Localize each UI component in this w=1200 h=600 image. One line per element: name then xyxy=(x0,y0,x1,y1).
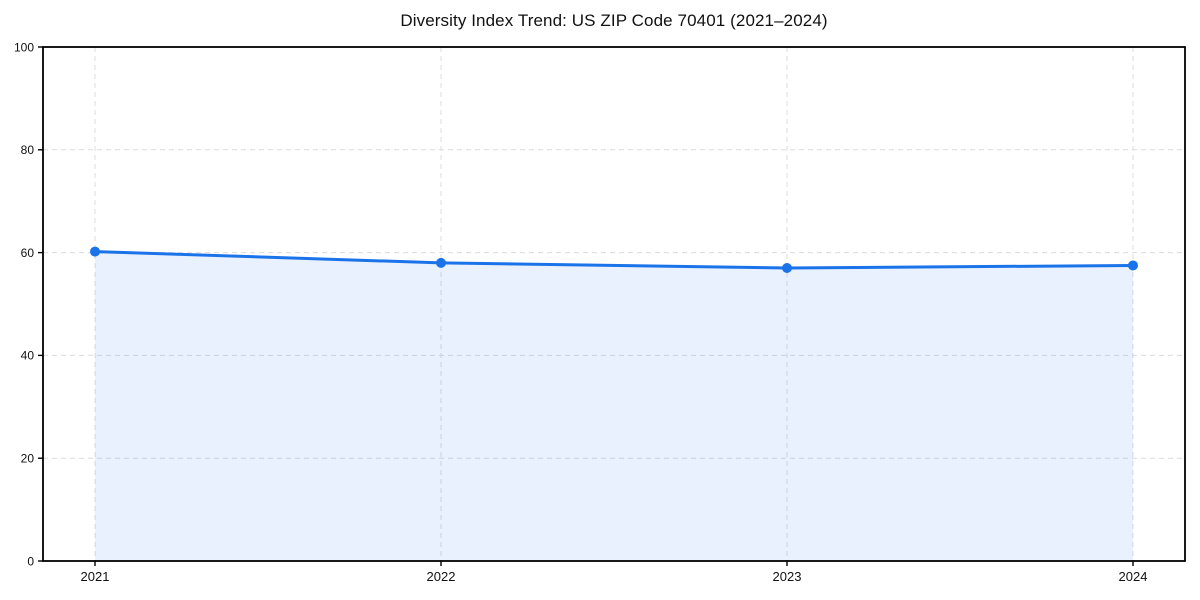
axes-box xyxy=(42,46,1186,562)
x-tick-label: 2024 xyxy=(1119,569,1148,584)
marker-layer xyxy=(90,246,1138,274)
x-tick-label: 2021 xyxy=(81,569,110,584)
y-tick-label: 80 xyxy=(21,143,35,157)
trend-line xyxy=(93,250,1135,270)
y-tick-label: 0 xyxy=(27,554,34,568)
x-tick-label: 2023 xyxy=(773,569,802,584)
y-tick-label: 100 xyxy=(14,40,34,54)
data-point-2021 xyxy=(90,246,100,257)
chart-title: Diversity Index Trend: US ZIP Code 70401… xyxy=(400,11,828,30)
area-fill-layer xyxy=(95,251,1133,561)
x-tick-label: 2022 xyxy=(427,569,456,584)
axes-layer xyxy=(38,46,1186,566)
data-point-2022 xyxy=(436,257,446,268)
data-point-2024 xyxy=(1128,260,1138,271)
area-fill xyxy=(95,251,1133,561)
tick-label-layer: 0 20 40 60 80 100 2021 2022 2023 2024 xyxy=(14,40,1147,584)
y-tick-label: 40 xyxy=(21,349,35,363)
line-layer xyxy=(93,250,1135,270)
y-tick-label: 20 xyxy=(21,452,35,466)
y-tick-label: 60 xyxy=(21,246,35,260)
data-point-2023 xyxy=(782,263,792,274)
